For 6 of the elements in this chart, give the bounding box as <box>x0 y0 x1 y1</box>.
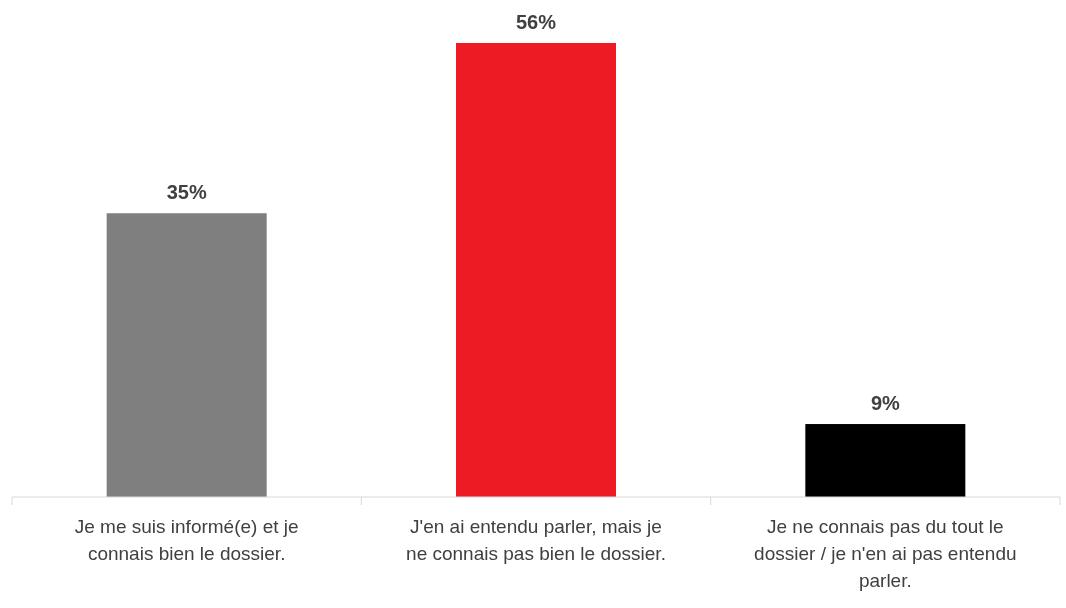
x-tick-label: J'en ai entendu parler, mais je ne connais pas bien le dossier. <box>406 516 666 564</box>
x-tick-label: Je me suis informé(e) et je connais bien le dossier. <box>74 516 299 564</box>
data-label: 35% <box>166 181 207 204</box>
x-tick-label: Je ne connais pas du tout le dossier / je n'en ai pas entendu parler. <box>754 516 1017 591</box>
data-label: 56% <box>515 11 557 33</box>
data-label: 9% <box>870 392 900 415</box>
